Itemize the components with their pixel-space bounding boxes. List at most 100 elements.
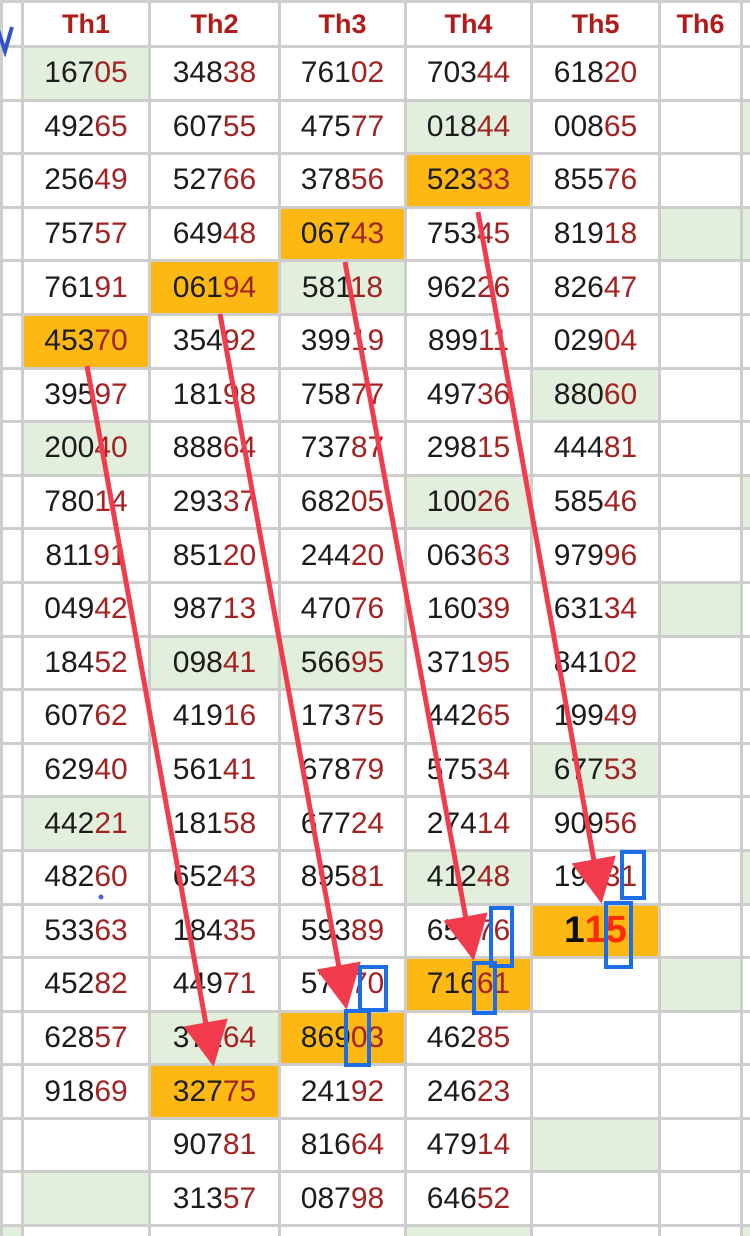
table-cell: 18452 (21, 634, 151, 692)
digit-head: 888 (172, 431, 223, 465)
digit-tail: 95 (350, 645, 385, 679)
digit-head: 581 (301, 270, 350, 304)
digit-tail: 65 (476, 699, 511, 733)
table-cell: 52766 (148, 152, 281, 209)
digit-head: 758 (300, 377, 351, 411)
table-cell (658, 1063, 743, 1120)
table-cell: 70344 (404, 45, 533, 102)
table-cell: 09841 (148, 634, 281, 692)
table-cell: 19031 (530, 848, 661, 906)
digit-head: 918 (44, 1074, 95, 1108)
table-cell: 52333 (404, 152, 533, 209)
digit-head: 987 (172, 592, 223, 626)
digit-tail: 18 (349, 270, 384, 304)
table-cell: 62857 (21, 1009, 151, 1067)
table-cell: 81918 (530, 205, 661, 263)
right-stub-cell (740, 205, 750, 263)
table-cell (658, 45, 743, 102)
table-cell (530, 1063, 661, 1120)
table-row: 91869 32775 24192 24623 (0, 1063, 750, 1120)
table-row: 49265 60755 47577 01844 00865 (0, 98, 750, 156)
right-stub-cell (740, 45, 750, 102)
table-cell: 01844 (404, 98, 533, 156)
digit-tail: 55 (222, 109, 257, 143)
table-cell: 84102 (530, 634, 661, 692)
table-row: 44221 18158 67724 27414 90956 (0, 795, 750, 852)
right-stub-cell (740, 1009, 750, 1067)
digit-tail: 46 (603, 485, 638, 519)
table-cell: 20040 (21, 420, 151, 477)
table-cell: 06363 (404, 527, 533, 584)
digit-tail: 70 (94, 324, 128, 358)
table-cell (658, 1170, 743, 1228)
digit-head: 826 (553, 270, 604, 304)
digit-part: 15 (584, 909, 627, 952)
table-cell: 16039 (404, 580, 533, 638)
left-stub-cell (0, 1224, 24, 1236)
left-stub-cell (0, 1063, 24, 1120)
table-cell: 25649 (21, 152, 151, 209)
right-stub-cell (740, 527, 750, 584)
digit-tail: 38 (222, 56, 257, 90)
table-cell: 29815 (404, 420, 533, 477)
digit-tail: 15 (476, 431, 511, 465)
table-row: 31357 08798 64652 (0, 1170, 750, 1228)
table-cell: 35492 (148, 312, 281, 370)
digit-tail: 98 (350, 1181, 385, 1215)
digit-tail: 41 (222, 645, 257, 679)
table-cell: 71661 (404, 956, 533, 1013)
left-stub-cell (0, 1116, 24, 1174)
digit-head: 909 (553, 806, 604, 840)
digit-tail: 52 (94, 645, 128, 679)
right-stub-cell (740, 741, 750, 799)
table-header-row: Th1 Th2 Th3 Th4 Th5 Th6 (0, 0, 750, 48)
digit-head: 395 (44, 377, 95, 411)
table-cell: 64652 (404, 1170, 533, 1228)
digit-tail: 87 (350, 431, 385, 465)
table-cell: 75757 (21, 205, 151, 263)
digit-tail: 14 (476, 1128, 511, 1162)
digit-tail: 63 (476, 538, 511, 572)
left-stub-cell (0, 205, 24, 263)
table-cell: 16705 (21, 45, 151, 102)
digit-tail: 26 (476, 485, 511, 519)
right-stub-cell (740, 473, 750, 531)
table-cell: 81664 (278, 1116, 407, 1174)
left-stub-cell (0, 741, 24, 799)
digit-head: 008 (553, 109, 604, 143)
table-cell (530, 956, 661, 1013)
digit-head: 677 (553, 753, 604, 787)
digit-tail: 57 (222, 1181, 257, 1215)
table-cell: 47914 (404, 1116, 533, 1174)
table-cell: 41248 (404, 848, 533, 906)
digit-part: 1 (564, 909, 585, 951)
digit-tail: 34 (476, 753, 511, 787)
digit-head: 029 (553, 324, 604, 358)
table-cell: 08798 (278, 1170, 407, 1228)
right-stub-cell (740, 956, 750, 1013)
digit-tail: 56 (350, 163, 385, 197)
digit-tail: 56 (603, 806, 638, 840)
digit-head: 063 (426, 538, 477, 572)
digit-head: 241 (300, 1074, 351, 1108)
table-cell: 97996 (530, 527, 661, 584)
right-stub-cell (740, 312, 750, 370)
digit-tail: 57 (94, 1020, 128, 1054)
digit-tail: 05 (350, 485, 385, 519)
digit-head: 607 (44, 699, 95, 733)
table-row: 04942 98713 47076 16039 63134 (0, 580, 750, 638)
digit-tail: 96 (603, 538, 638, 572)
table-cell: 37195 (404, 634, 533, 692)
table-cell: 67753 (530, 741, 661, 799)
digit-tail: 37 (222, 485, 257, 519)
right-stub-cell (740, 848, 750, 906)
table-cell (530, 1009, 661, 1067)
table-cell: 10026 (404, 473, 533, 531)
left-stub-cell (0, 473, 24, 531)
digit-tail: 71 (222, 967, 257, 1001)
digit-head: 816 (300, 1128, 351, 1162)
right-stub-cell (740, 259, 750, 316)
table-cell: 67724 (278, 795, 407, 852)
digit-head: 462 (426, 1020, 477, 1054)
digit-tail: 53 (603, 753, 638, 787)
